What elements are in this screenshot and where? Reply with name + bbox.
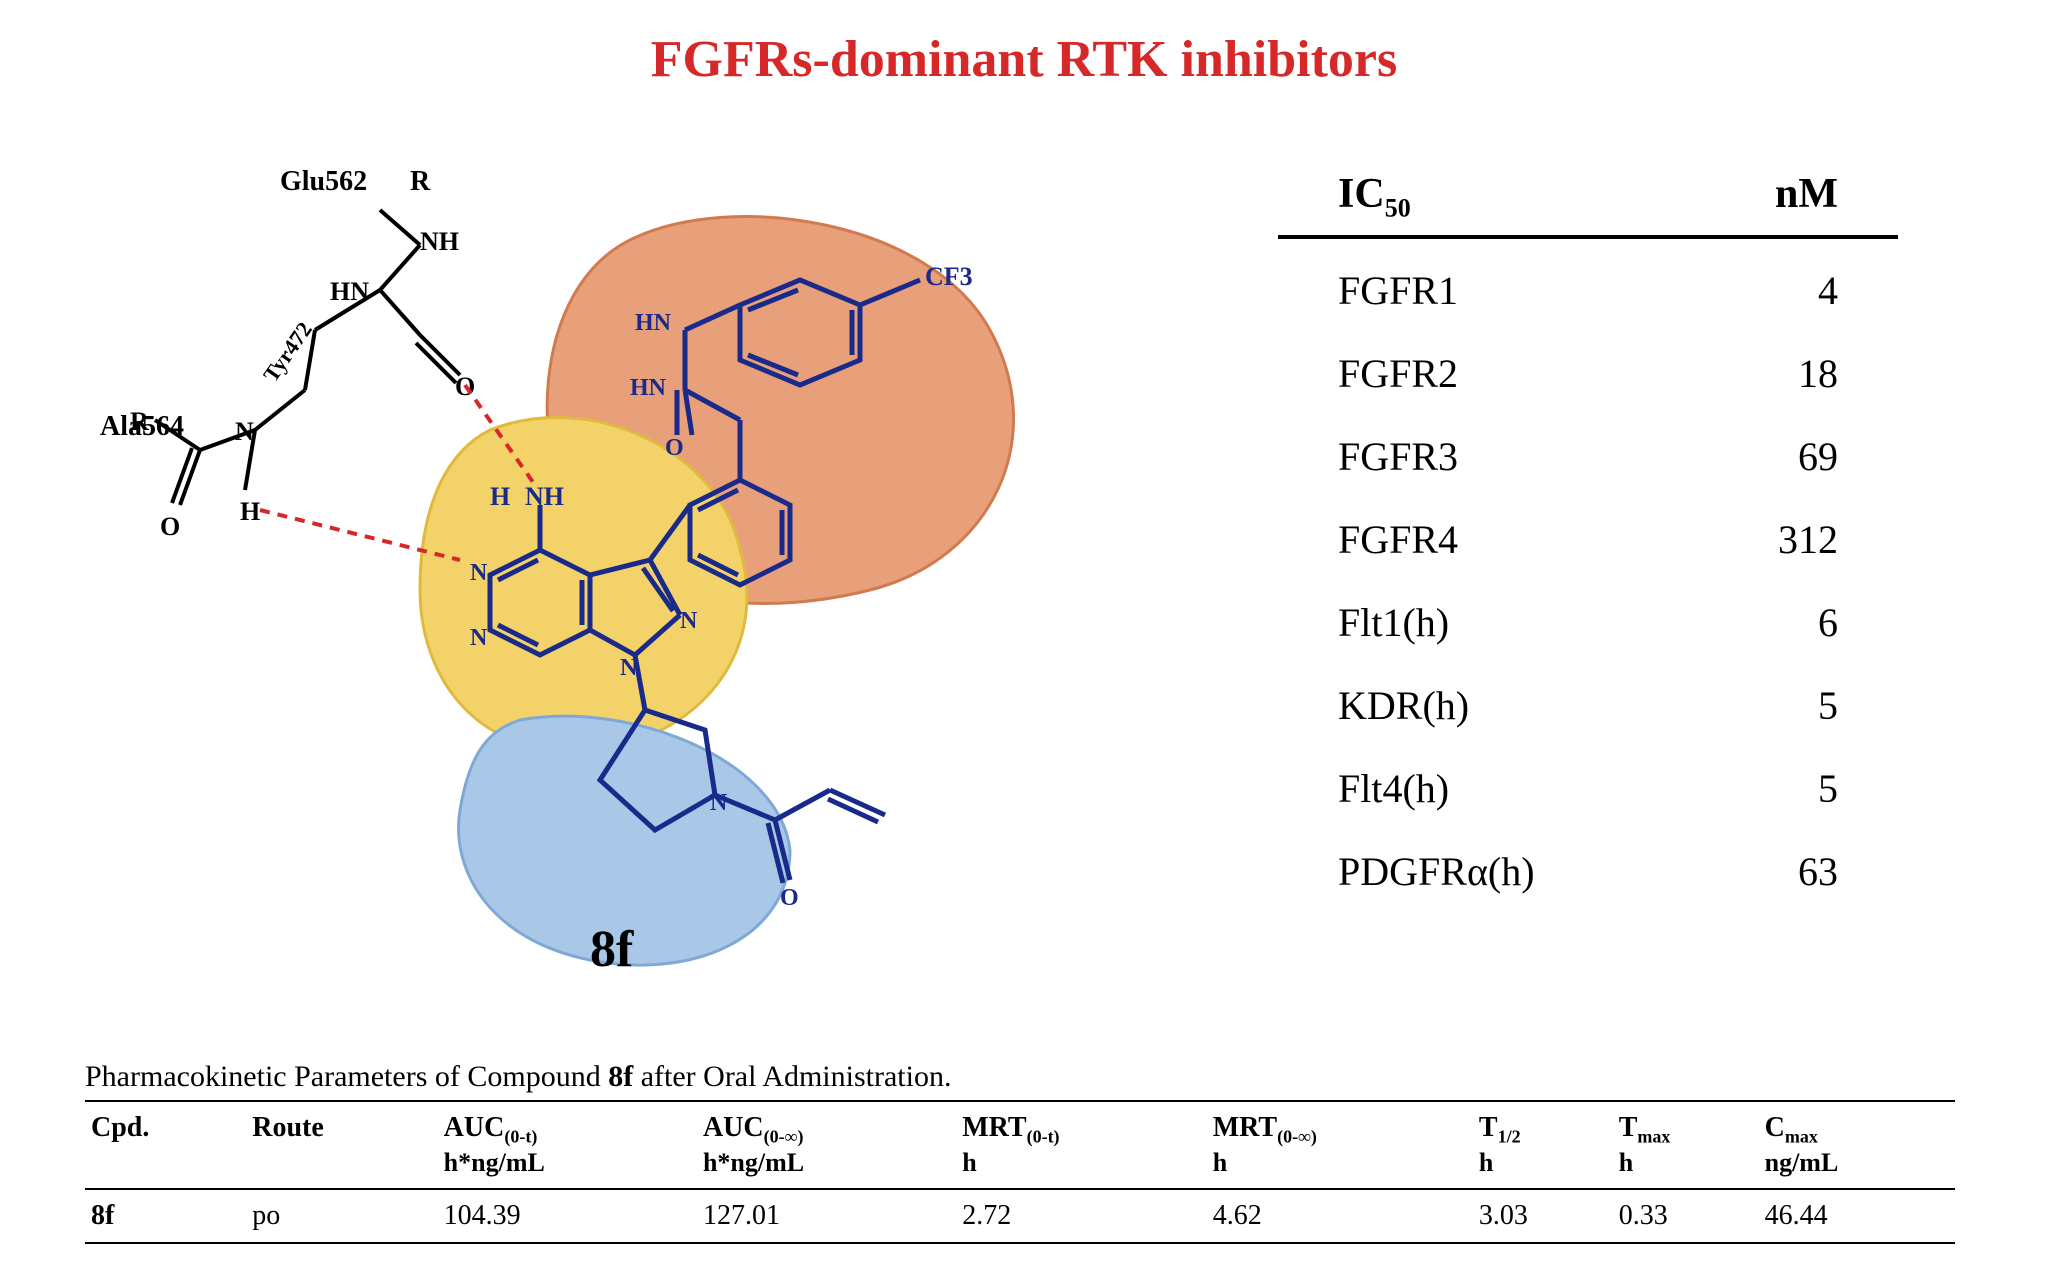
ic50-header-right: nM [1775, 170, 1838, 223]
label-hn-mid: HN [330, 277, 369, 306]
pk-col-1: Route [246, 1101, 437, 1189]
ic50-row: Flt1(h)6 [1278, 581, 1898, 664]
pk-table: Cpd. Route AUC(0-t)h*ng/mL AUC(0-∞)h*ng/… [85, 1100, 1955, 1244]
label-n3: N [680, 608, 698, 634]
ic50-row: PDGFRα(h)63 [1278, 830, 1898, 913]
label-h-mid: H [240, 497, 260, 526]
label-cf3: CF3 [925, 262, 973, 291]
pk-cell: 8f [85, 1189, 246, 1243]
pk-col-6: T1/2h [1473, 1101, 1613, 1189]
ic50-row: Flt4(h)5 [1278, 747, 1898, 830]
pk-cell: 127.01 [697, 1189, 956, 1243]
label-n-mid: N [235, 417, 254, 446]
pk-col-3: AUC(0-∞)h*ng/mL [697, 1101, 956, 1189]
label-r-left: R [130, 407, 149, 436]
label-o-acr: O [780, 885, 799, 911]
pk-cell: 46.44 [1759, 1189, 1955, 1243]
label-nh-top: NH [420, 227, 459, 256]
pk-data-row: 8f po 104.39 127.01 2.72 4.62 3.03 0.33 … [85, 1189, 1955, 1243]
pk-col-4: MRT(0-t)h [956, 1101, 1207, 1189]
ic50-table: IC50 nM FGFR14 FGFR218 FGFR369 FGFR4312 … [1278, 170, 1898, 913]
pk-col-8: Cmaxng/mL [1759, 1101, 1955, 1189]
label-glu562: Glu562 [280, 166, 367, 197]
label-n4: N [620, 655, 638, 681]
label-nh-center: NH [525, 482, 564, 511]
pk-title: Pharmacokinetic Parameters of Compound 8… [85, 1060, 951, 1094]
label-n1: N [470, 560, 488, 586]
label-r-top: R [410, 166, 431, 197]
page-title: FGFRs-dominant RTK inhibitors [0, 30, 2048, 89]
ic50-row: FGFR4312 [1278, 498, 1898, 581]
ic50-row: KDR(h)5 [1278, 664, 1898, 747]
ic50-header: IC50 nM [1278, 170, 1898, 239]
pk-cell: 2.72 [956, 1189, 1207, 1243]
label-h-center: H [490, 482, 510, 511]
peptide-fragment [155, 210, 460, 505]
ic50-row: FGFR218 [1278, 332, 1898, 415]
ic50-row: FGFR369 [1278, 415, 1898, 498]
pk-cell: 0.33 [1613, 1189, 1759, 1243]
label-o-ur: O [665, 435, 684, 461]
label-n-pyrr: N [710, 790, 728, 816]
pk-cell: 4.62 [1207, 1189, 1473, 1243]
pk-header-row: Cpd. Route AUC(0-t)h*ng/mL AUC(0-∞)h*ng/… [85, 1101, 1955, 1189]
ic50-header-left: IC50 [1338, 170, 1411, 223]
label-n2: N [470, 625, 488, 651]
compound-diagram: Glu562 R NH HN O Tyr472 N H Ala564 R O [90, 150, 1140, 1010]
pk-col-0: Cpd. [85, 1101, 246, 1189]
label-o-left: O [160, 512, 180, 541]
pk-col-2: AUC(0-t)h*ng/mL [438, 1101, 697, 1189]
pk-cell: 104.39 [438, 1189, 697, 1243]
pk-col-5: MRT(0-∞)h [1207, 1101, 1473, 1189]
label-hn-ur2: HN [635, 310, 672, 336]
compound-label: 8f [590, 920, 633, 979]
pk-cell: po [246, 1189, 437, 1243]
label-hn-ur1: HN [630, 375, 667, 401]
pk-col-7: Tmaxh [1613, 1101, 1759, 1189]
pk-cell: 3.03 [1473, 1189, 1613, 1243]
ic50-row: FGFR14 [1278, 249, 1898, 332]
